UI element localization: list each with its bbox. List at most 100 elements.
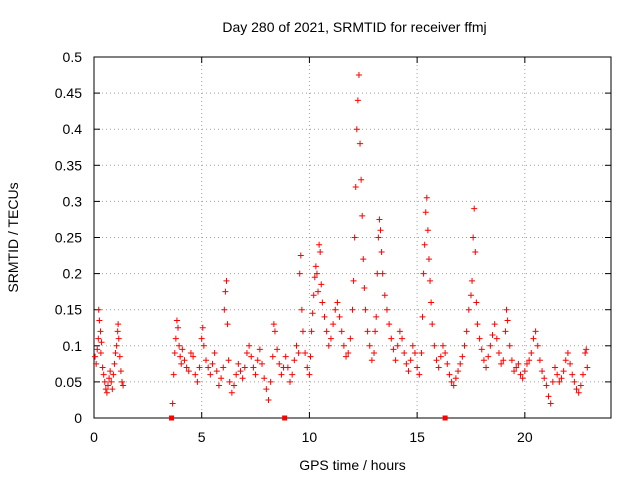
data-point	[473, 299, 480, 306]
data-point	[372, 328, 379, 335]
data-point	[377, 227, 384, 234]
data-point	[381, 292, 388, 299]
data-point	[261, 375, 268, 382]
data-point	[414, 364, 421, 371]
data-point	[500, 357, 507, 364]
data-point	[444, 360, 451, 367]
data-point	[313, 270, 320, 277]
data-point	[307, 353, 314, 360]
x-tick-label: 15	[409, 429, 425, 445]
data-point	[437, 353, 444, 360]
data-point	[213, 368, 220, 375]
data-point	[274, 346, 281, 353]
data-point	[515, 360, 522, 367]
data-point	[373, 313, 380, 320]
data-point	[334, 299, 341, 306]
data-point	[98, 339, 105, 346]
data-point	[371, 350, 378, 357]
data-point	[350, 277, 357, 284]
data-point	[448, 378, 455, 385]
data-point	[418, 350, 425, 357]
data-point	[224, 321, 231, 328]
data-point	[302, 350, 309, 357]
data-point	[405, 368, 412, 375]
data-point	[323, 328, 330, 335]
data-point	[106, 375, 113, 382]
data-point	[110, 371, 117, 378]
data-point	[114, 328, 121, 335]
data-point	[463, 328, 470, 335]
data-point	[433, 357, 440, 364]
data-point	[476, 335, 483, 342]
data-point	[534, 342, 541, 349]
x-axis-label: GPS time / hours	[299, 457, 406, 473]
data-point	[109, 386, 116, 393]
data-point	[97, 328, 104, 335]
data-point	[352, 183, 359, 190]
data-point	[222, 288, 229, 295]
data-point	[551, 364, 558, 371]
data-point	[226, 378, 233, 385]
data-point	[517, 371, 524, 378]
data-point	[361, 285, 368, 292]
data-point	[317, 248, 324, 255]
data-point	[116, 353, 123, 360]
data-point	[211, 350, 218, 357]
data-point	[284, 364, 291, 371]
data-point	[347, 335, 354, 342]
data-point	[338, 328, 345, 335]
chart-title: Day 280 of 2021, SRMTID for receiver ffm…	[222, 19, 486, 35]
data-point	[452, 375, 459, 382]
data-point	[461, 342, 468, 349]
data-point	[237, 368, 244, 375]
data-point	[190, 353, 197, 360]
data-point	[409, 342, 416, 349]
data-point	[108, 378, 115, 385]
data-point	[378, 248, 385, 255]
x-tick-label: 20	[517, 429, 533, 445]
data-point	[560, 368, 567, 375]
x-tick-label: 5	[198, 429, 206, 445]
data-point	[368, 357, 375, 364]
data-point	[298, 306, 305, 313]
data-point	[321, 313, 328, 320]
data-point	[502, 328, 509, 335]
data-point	[528, 350, 535, 357]
y-tick-label: 0.2	[63, 266, 83, 282]
data-point	[569, 371, 576, 378]
data-point	[95, 306, 102, 313]
data-point	[554, 371, 561, 378]
data-point	[386, 321, 393, 328]
data-point	[312, 263, 319, 270]
data-point	[199, 324, 206, 331]
data-point	[474, 321, 481, 328]
data-point	[411, 350, 418, 357]
data-point	[119, 378, 126, 385]
data-point	[228, 389, 235, 396]
data-point	[508, 357, 515, 364]
data-point	[311, 274, 318, 281]
data-point	[545, 393, 552, 400]
data-point	[246, 342, 253, 349]
data-point	[394, 342, 401, 349]
data-point	[327, 335, 334, 342]
data-point	[390, 346, 397, 353]
data-point	[95, 335, 102, 342]
data-point	[427, 277, 434, 284]
data-point	[493, 335, 500, 342]
data-point	[192, 371, 199, 378]
data-point	[579, 371, 586, 378]
data-point	[209, 360, 216, 367]
data-point	[549, 378, 556, 385]
data-point	[465, 306, 472, 313]
axis-ticks: 0 0.05 0.1 0.15 0.2 0.25 0.3 0.35 0.4 0.45 0.5 0 5 10…	[55, 49, 611, 445]
data-point	[225, 357, 232, 364]
x-tick-label: 10	[302, 429, 318, 445]
data-point	[577, 382, 584, 389]
data-point	[325, 342, 332, 349]
data-point	[287, 378, 294, 385]
data-point	[181, 357, 188, 364]
data-point	[269, 353, 276, 360]
data-point	[345, 350, 352, 357]
